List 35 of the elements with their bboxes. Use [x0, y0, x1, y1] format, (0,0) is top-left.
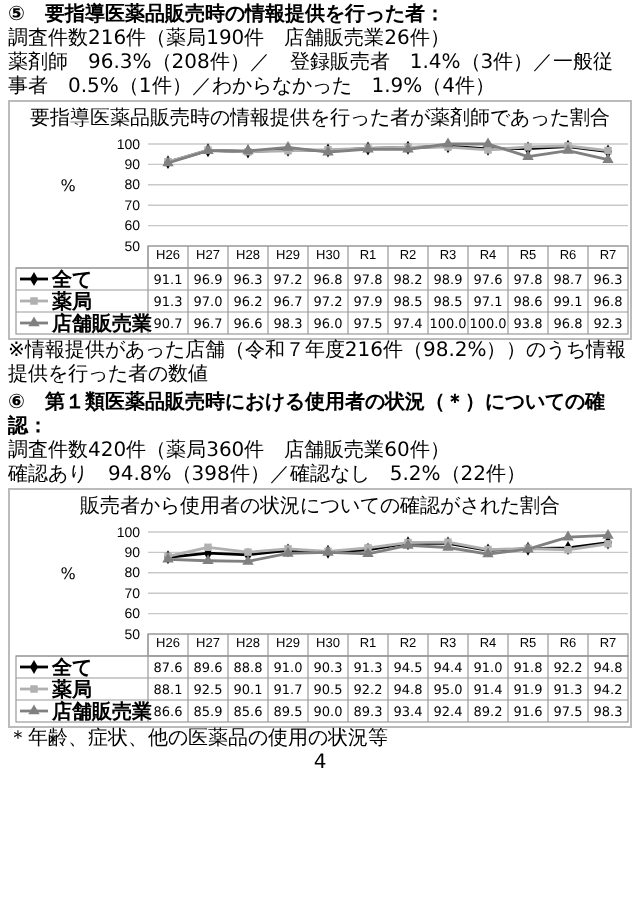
- chart-title: 要指導医薬品販売時の情報提供を行った者が薬剤師であった割合: [30, 106, 610, 130]
- legend-label: 全て: [50, 656, 92, 681]
- point: [562, 530, 574, 541]
- text: 調査件数420件（薬局360件 店舗販売業60件）: [8, 440, 452, 463]
- point: [202, 554, 214, 565]
- legend-label: 薬局: [50, 290, 92, 315]
- point: [524, 143, 532, 151]
- text: ＊年齢、症状、他の医薬品の使用の状況等: [8, 728, 390, 752]
- point: [242, 554, 254, 565]
- point: [482, 137, 494, 148]
- text: 薬剤師 96.3%（208件）／ 登録販売者 1.4%（3件）／一般従事者 0.5%（1件）／わからなかった 1.9%（4件）: [8, 52, 616, 100]
- text: 確認あり 94.8%（398件）／確認なし 5.2%（22件）: [8, 464, 528, 488]
- legend-label: 店舗販売業: [50, 312, 152, 337]
- point: [602, 153, 614, 163]
- point: [522, 150, 534, 160]
- y-axis-title: %: [60, 177, 77, 195]
- point: [602, 528, 614, 539]
- point: [442, 137, 454, 148]
- text: ※情報提供があった店舗（令和７年度216件（98.2%））のうち情報提供を行った者の数値: [8, 340, 629, 388]
- text: 4: [311, 752, 329, 776]
- chart-title: 販売者から使用者の状況についての確認がされた割合: [80, 494, 560, 518]
- point: [484, 146, 492, 154]
- text: ⑥ 第１類医薬品販売時における使用者の状況（＊）についての確認：: [8, 392, 607, 439]
- legend-label: 店舗販売業: [50, 700, 152, 725]
- point: [604, 540, 612, 548]
- point: [204, 543, 212, 552]
- legend-label: 全て: [50, 268, 92, 293]
- legend-label: 薬局: [50, 678, 92, 703]
- text: 調査件数216件（薬局190件 店舗販売業26件）: [8, 28, 452, 51]
- point: [244, 548, 252, 556]
- point: [282, 140, 294, 151]
- point: [362, 547, 374, 558]
- y-axis-title: %: [60, 565, 77, 583]
- text: ⑤ 要指導医薬品販売時の情報提供を行った者：: [8, 4, 447, 27]
- point: [564, 546, 572, 554]
